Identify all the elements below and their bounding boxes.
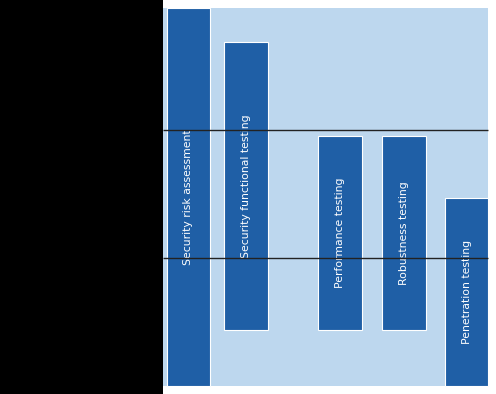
Text: Security functional testing: Security functional testing bbox=[241, 114, 251, 258]
Bar bbox=[163, 258, 488, 386]
Bar bbox=[163, 130, 488, 258]
Bar bbox=[167, 8, 210, 386]
Text: Security risk assessment: Security risk assessment bbox=[184, 129, 193, 265]
Bar bbox=[318, 136, 362, 330]
Bar bbox=[382, 136, 426, 330]
Bar bbox=[163, 8, 488, 130]
Text: Robustness testing: Robustness testing bbox=[399, 181, 409, 285]
Bar bbox=[445, 198, 488, 386]
Text: Penetration testing: Penetration testing bbox=[461, 240, 472, 344]
Bar bbox=[224, 42, 268, 330]
Bar bbox=[0, 0, 163, 394]
Text: Performance testing: Performance testing bbox=[335, 178, 345, 288]
